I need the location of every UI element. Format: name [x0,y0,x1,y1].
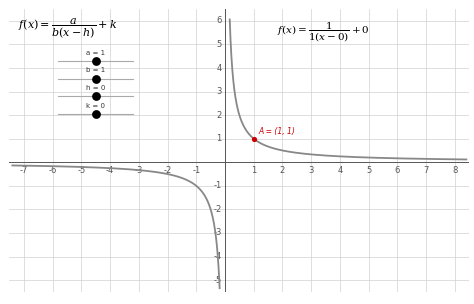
Text: 5: 5 [366,166,371,175]
Text: -1: -1 [192,166,201,175]
Text: 8: 8 [452,166,457,175]
Text: 4: 4 [337,166,343,175]
Point [92,94,100,99]
Text: -7: -7 [19,166,28,175]
Point [250,136,257,141]
Text: 5: 5 [216,40,221,49]
Text: -4: -4 [106,166,114,175]
Text: a = 1: a = 1 [86,50,105,56]
Text: -2: -2 [164,166,172,175]
Text: 6: 6 [395,166,400,175]
Text: -1: -1 [213,181,221,190]
Text: -3: -3 [135,166,143,175]
Text: 3: 3 [309,166,314,175]
Text: -2: -2 [213,205,221,214]
Text: A = (1, 1): A = (1, 1) [258,127,295,136]
Text: 2: 2 [216,111,221,120]
Text: $f(x) = \dfrac{1}{1(x-0)} + 0$: $f(x) = \dfrac{1}{1(x-0)} + 0$ [277,21,369,44]
Text: -5: -5 [213,275,221,285]
Point [92,58,100,64]
Text: 2: 2 [280,166,285,175]
Point [92,76,100,81]
Text: 4: 4 [216,64,221,73]
Text: 1: 1 [216,134,221,143]
Text: 3: 3 [216,87,221,96]
Point [92,112,100,116]
Text: 7: 7 [423,166,429,175]
Text: -4: -4 [213,252,221,261]
Text: -3: -3 [213,228,221,237]
Text: $f(x) = \dfrac{a}{b(x-h)} + k$: $f(x) = \dfrac{a}{b(x-h)} + k$ [18,16,117,40]
Text: h = 0: h = 0 [86,85,105,91]
Text: b = 1: b = 1 [86,67,105,74]
Text: -6: -6 [48,166,57,175]
Text: 1: 1 [251,166,256,175]
Text: k = 0: k = 0 [86,103,105,109]
Text: -5: -5 [77,166,85,175]
Text: 6: 6 [216,16,221,26]
